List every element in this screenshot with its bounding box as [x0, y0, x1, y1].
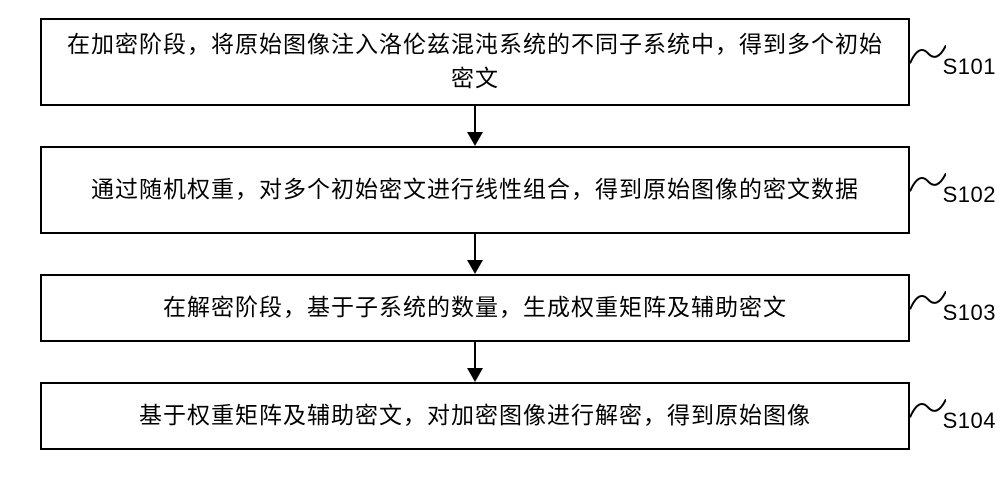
- step-row-s102: 通过随机权重，对多个初始密文进行线性组合，得到原始图像的密文数据 S102: [40, 146, 990, 234]
- step-label: S102: [943, 182, 996, 208]
- step-row-s101: 在加密阶段，将原始图像注入洛伦兹混沌系统的不同子系统中，得到多个初始密文 S10…: [40, 18, 990, 106]
- step-label: S101: [943, 54, 996, 80]
- connector-curve-icon: [910, 289, 946, 311]
- step-label-wrap: S101: [910, 32, 990, 92]
- step-box-s104: 基于权重矩阵及辅助密文，对加密图像进行解密，得到原始图像: [40, 382, 910, 450]
- step-label: S103: [943, 300, 996, 326]
- flowchart-container: 在加密阶段，将原始图像注入洛伦兹混沌系统的不同子系统中，得到多个初始密文 S10…: [0, 0, 1000, 450]
- arrow-down-icon: [463, 234, 487, 274]
- arrow-gap: [40, 342, 910, 382]
- step-label-wrap: S103: [910, 278, 990, 338]
- connector-curve-icon: [910, 43, 946, 65]
- step-text: 基于权重矩阵及辅助密文，对加密图像进行解密，得到原始图像: [139, 399, 811, 434]
- step-label-wrap: S102: [910, 160, 990, 220]
- step-label: S104: [943, 408, 996, 434]
- step-box-s101: 在加密阶段，将原始图像注入洛伦兹混沌系统的不同子系统中，得到多个初始密文: [40, 18, 910, 106]
- arrow-gap: [40, 106, 910, 146]
- arrow-gap: [40, 234, 910, 274]
- connector-curve-icon: [910, 397, 946, 419]
- step-row-s103: 在解密阶段，基于子系统的数量，生成权重矩阵及辅助密文 S103: [40, 274, 990, 342]
- step-label-wrap: S104: [910, 386, 990, 446]
- step-text: 在解密阶段，基于子系统的数量，生成权重矩阵及辅助密文: [163, 291, 787, 326]
- step-text: 通过随机权重，对多个初始密文进行线性组合，得到原始图像的密文数据: [91, 173, 859, 208]
- step-box-s102: 通过随机权重，对多个初始密文进行线性组合，得到原始图像的密文数据: [40, 146, 910, 234]
- step-text: 在加密阶段，将原始图像注入洛伦兹混沌系统的不同子系统中，得到多个初始密文: [60, 28, 890, 97]
- arrow-down-icon: [463, 342, 487, 382]
- arrow-down-icon: [463, 106, 487, 146]
- step-row-s104: 基于权重矩阵及辅助密文，对加密图像进行解密，得到原始图像 S104: [40, 382, 990, 450]
- step-box-s103: 在解密阶段，基于子系统的数量，生成权重矩阵及辅助密文: [40, 274, 910, 342]
- connector-curve-icon: [910, 171, 946, 193]
